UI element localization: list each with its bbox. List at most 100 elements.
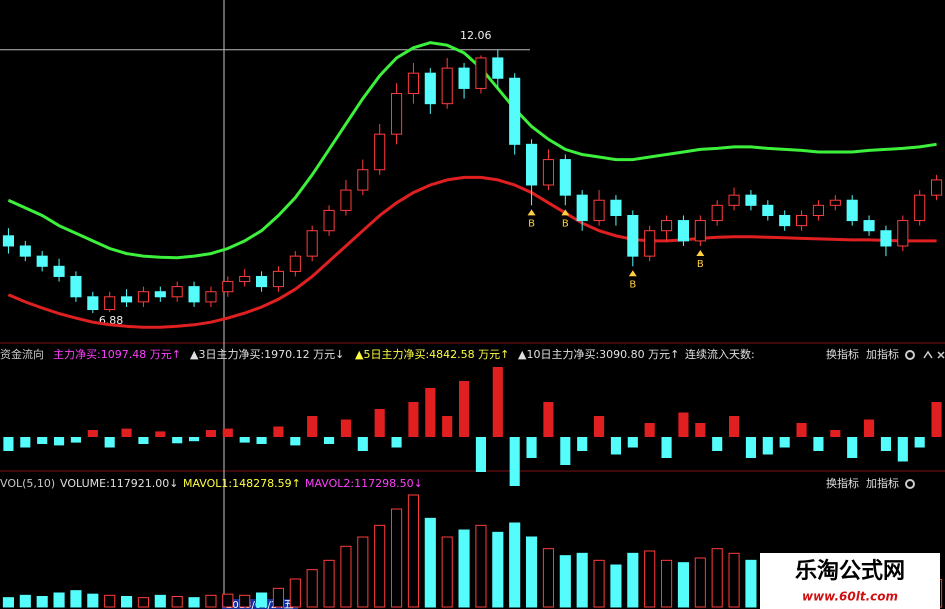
candle-body xyxy=(121,296,133,303)
candle-body xyxy=(846,199,858,222)
candle-body xyxy=(137,291,149,303)
bar xyxy=(729,416,740,437)
bar xyxy=(3,437,14,451)
bar xyxy=(374,409,385,437)
volume-bar xyxy=(323,559,335,608)
volume-bar xyxy=(104,594,116,608)
candle-body xyxy=(357,169,369,191)
volume-bar xyxy=(87,593,99,608)
candle-body xyxy=(256,275,268,288)
candle-body xyxy=(661,220,673,232)
candle-body xyxy=(323,209,335,232)
candle-body xyxy=(576,194,588,222)
buy-arrow xyxy=(527,209,536,216)
bar xyxy=(340,419,351,437)
settings-icon[interactable] xyxy=(905,350,915,360)
volume-bar xyxy=(711,548,723,608)
volume-bar xyxy=(492,531,504,608)
panel-header: VOLUME:117921.00↓ xyxy=(60,477,178,490)
volume-bar xyxy=(272,587,284,608)
candle-body xyxy=(627,214,639,257)
bar xyxy=(189,437,200,442)
buy-label: B xyxy=(528,218,535,229)
bar xyxy=(408,402,419,437)
candle-body xyxy=(542,159,554,186)
bar xyxy=(880,437,891,451)
bar xyxy=(678,412,689,437)
bar xyxy=(627,437,638,448)
volume-bar xyxy=(357,536,369,608)
candle-body xyxy=(728,194,740,206)
volume-bar xyxy=(137,597,149,608)
up-icon[interactable] xyxy=(923,350,933,359)
bar xyxy=(475,437,486,472)
volume-bar xyxy=(306,569,318,608)
candle-body xyxy=(526,143,538,186)
panel-header: 连续流入天数: xyxy=(685,347,755,361)
bar xyxy=(70,437,81,443)
buy-label: B xyxy=(697,259,704,270)
candle-body xyxy=(897,220,909,247)
bar xyxy=(324,437,335,444)
volume-bar xyxy=(458,529,470,608)
candle-body xyxy=(593,199,605,222)
candle-body xyxy=(914,194,926,222)
button[interactable]: 加指标 xyxy=(866,347,899,361)
candle-body xyxy=(289,255,301,272)
candle-body xyxy=(475,57,487,89)
volume-bar xyxy=(745,559,757,608)
band-line xyxy=(7,41,937,260)
settings-icon[interactable] xyxy=(905,479,915,489)
buy-arrow xyxy=(696,249,705,256)
volume-bar xyxy=(677,562,689,608)
button[interactable]: 加指标 xyxy=(866,476,899,490)
button[interactable]: 换指标 xyxy=(826,347,859,361)
bar xyxy=(779,437,790,448)
candle-body xyxy=(154,291,166,298)
bar xyxy=(864,419,875,437)
bar xyxy=(87,430,98,437)
volume-bar xyxy=(205,594,217,608)
volume-bar xyxy=(509,522,521,608)
bar xyxy=(391,437,402,448)
watermark-title: 乐淘公式网 xyxy=(795,558,905,584)
volume-bar xyxy=(2,597,14,608)
candle-body xyxy=(306,230,318,257)
bar xyxy=(155,431,166,437)
bar xyxy=(172,437,183,444)
panel-header: ▲5日主力净买:4842.58 万元↑ xyxy=(355,347,509,361)
volume-bar xyxy=(289,578,301,608)
candle-body xyxy=(812,204,824,216)
bar xyxy=(762,437,773,455)
buy-arrow xyxy=(561,209,570,216)
panel-header: 资金流向 xyxy=(0,347,44,361)
volume-bar xyxy=(239,594,251,608)
bar xyxy=(543,402,554,437)
bar xyxy=(594,416,605,437)
candle-body xyxy=(104,296,116,311)
candle-body xyxy=(2,235,14,247)
bar xyxy=(205,430,216,437)
candle-body xyxy=(745,194,757,206)
close-icon[interactable] xyxy=(937,351,945,359)
bar xyxy=(610,437,621,455)
watermark: 乐淘公式网 www.60lt.com xyxy=(760,553,940,609)
candle-body xyxy=(205,291,217,303)
volume-bar xyxy=(407,494,419,608)
bar xyxy=(273,426,284,437)
volume-bar xyxy=(36,596,48,608)
button[interactable]: 换指标 xyxy=(826,476,859,490)
candle-body xyxy=(87,296,99,311)
bar xyxy=(425,388,436,437)
candle-body xyxy=(70,275,82,298)
candle-body xyxy=(441,67,453,105)
candle-body xyxy=(644,230,656,257)
candle-body xyxy=(36,255,48,267)
volume-bar xyxy=(542,548,554,608)
candle-body xyxy=(272,270,284,288)
bar xyxy=(931,402,942,437)
bar xyxy=(442,416,453,437)
bar xyxy=(897,437,908,462)
